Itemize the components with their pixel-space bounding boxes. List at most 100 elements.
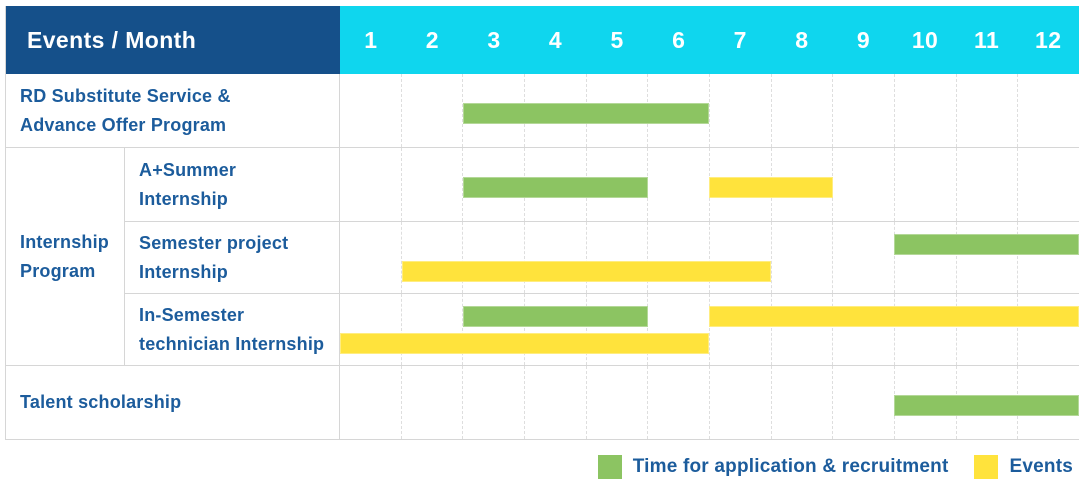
month-cell <box>1018 74 1079 147</box>
month-cell <box>1018 148 1079 221</box>
gantt-bar-green <box>894 395 1079 416</box>
row-label-semester-project-internship: Semester project Internship <box>125 222 340 294</box>
month-cell <box>402 294 464 365</box>
legend-label: Time for application & recruitment <box>632 456 949 477</box>
gantt-bar-yellow <box>340 333 710 354</box>
month-cell <box>587 222 649 293</box>
yellow-swatch-icon <box>974 455 999 479</box>
gantt-row-in-semester-technician-internship <box>340 294 1079 366</box>
month-cell <box>833 366 896 439</box>
group-label-internship-program: Internship Program <box>6 148 125 366</box>
table-header-title: Events / Month <box>6 6 340 74</box>
gantt-bar-green <box>894 234 1079 255</box>
row-label-line: In-Semester <box>139 304 245 325</box>
month-cell <box>340 222 402 293</box>
row-label-line: Talent scholarship <box>20 392 182 412</box>
month-header-4: 4 <box>524 6 587 74</box>
month-header-3: 3 <box>463 6 525 74</box>
month-cell <box>463 294 526 365</box>
row-label-talent-scholarship: Talent scholarship <box>6 366 340 440</box>
month-cell <box>895 294 957 365</box>
row-label-line: RD Substitute Service & <box>20 85 231 106</box>
row-label-line: Semester project <box>139 232 289 253</box>
month-cell <box>463 366 526 439</box>
month-cell <box>340 148 402 221</box>
month-header-7: 7 <box>709 6 772 74</box>
row-label-rd-substitute: RD Substitute Service & Advance Offer Pr… <box>6 74 340 148</box>
month-grid <box>340 74 1079 147</box>
group-label-line: Program <box>20 260 96 281</box>
month-cell <box>463 222 526 293</box>
row-label-line: A+Summer <box>139 159 237 180</box>
month-cell <box>710 74 772 147</box>
month-header-6: 6 <box>647 6 710 74</box>
month-cell <box>402 74 464 147</box>
row-label-line: Internship <box>139 261 229 282</box>
month-cell <box>772 74 834 147</box>
gantt-bar-green <box>463 306 648 327</box>
gantt-bar-yellow <box>709 177 833 198</box>
month-cell <box>772 222 834 293</box>
month-cell <box>525 294 587 365</box>
row-label-a-plus-summer-internship: A+Summer Internship <box>125 148 340 222</box>
month-cell <box>1018 294 1079 365</box>
legend-label: Events <box>1009 456 1073 477</box>
month-cell <box>957 294 1019 365</box>
month-cell <box>833 294 896 365</box>
row-label-line: Advance Offer Program <box>20 114 227 135</box>
month-cell <box>402 222 464 293</box>
month-cell <box>340 74 402 147</box>
gantt-row-semester-project-internship <box>340 222 1079 294</box>
row-label-line: Internship <box>139 188 229 209</box>
month-cell <box>957 74 1019 147</box>
events-month-table: Events / Month 1 2 3 4 5 6 7 8 9 10 11 1… <box>5 6 1079 440</box>
month-cell <box>772 148 834 221</box>
month-cell <box>648 366 711 439</box>
month-cell <box>833 222 896 293</box>
gantt-row-rd-substitute <box>340 74 1079 148</box>
month-cell <box>648 148 711 221</box>
month-header-11: 11 <box>955 6 1018 74</box>
month-cell <box>340 366 402 439</box>
month-header-1: 1 <box>340 6 402 74</box>
month-cell <box>340 294 402 365</box>
month-cell <box>587 294 649 365</box>
group-label-line: Internship <box>20 231 110 252</box>
month-cell <box>648 74 711 147</box>
month-cell <box>833 148 896 221</box>
month-cell <box>895 222 957 293</box>
month-header-12: 12 <box>1017 6 1079 74</box>
legend: Time for application & recruitment Event… <box>5 455 1079 479</box>
month-cell <box>772 366 834 439</box>
gantt-row-a-plus-summer-internship <box>340 148 1079 222</box>
gantt-bar-green <box>463 103 710 124</box>
gantt-bar-yellow <box>401 261 772 282</box>
month-header-10: 10 <box>894 6 956 74</box>
green-swatch-icon <box>597 455 622 479</box>
month-header-2: 2 <box>401 6 464 74</box>
month-grid <box>340 294 1079 365</box>
month-cell <box>402 366 464 439</box>
legend-item-events: Events <box>974 455 1073 479</box>
month-cell <box>525 222 587 293</box>
month-cell <box>648 222 711 293</box>
month-cell <box>957 148 1019 221</box>
month-cell <box>957 222 1019 293</box>
month-cell <box>710 222 772 293</box>
month-cell <box>648 294 711 365</box>
month-grid <box>340 222 1079 293</box>
legend-item-application-recruitment: Time for application & recruitment <box>597 455 949 479</box>
gantt-row-talent-scholarship <box>340 366 1079 440</box>
month-cell <box>710 294 772 365</box>
month-cell <box>895 148 957 221</box>
month-cell <box>587 366 649 439</box>
row-label-in-semester-technician-internship: In-Semester technician Internship <box>125 294 340 366</box>
month-cell <box>402 148 464 221</box>
month-header-5: 5 <box>586 6 648 74</box>
month-header-8: 8 <box>771 6 833 74</box>
month-cell <box>525 366 587 439</box>
month-cell <box>710 366 772 439</box>
month-cell <box>1018 222 1079 293</box>
gantt-bar-green <box>463 177 648 198</box>
row-label-line: technician Internship <box>139 333 325 354</box>
